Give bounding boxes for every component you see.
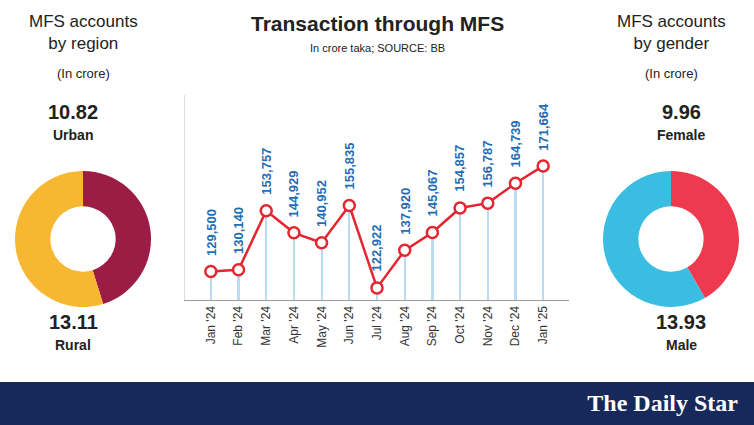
svg-text:Dec '24: Dec '24 xyxy=(508,306,522,347)
svg-text:Urban: Urban xyxy=(53,127,93,143)
svg-text:171,664: 171,664 xyxy=(536,103,551,151)
svg-text:Oct '24: Oct '24 xyxy=(453,306,467,344)
svg-text:Jun '24: Jun '24 xyxy=(342,306,356,345)
svg-text:Male: Male xyxy=(666,337,697,353)
svg-text:Apr '24: Apr '24 xyxy=(287,306,301,344)
svg-text:130,140: 130,140 xyxy=(231,207,246,254)
svg-text:Mar '24: Mar '24 xyxy=(259,306,273,346)
svg-text:In crore taka; SOURCE: BB: In crore taka; SOURCE: BB xyxy=(310,42,445,54)
svg-text:164,739: 164,739 xyxy=(508,120,523,167)
svg-text:122,922: 122,922 xyxy=(369,225,384,272)
svg-text:Jan '25: Jan '25 xyxy=(536,306,550,345)
svg-text:153,757: 153,757 xyxy=(259,148,274,195)
svg-text:Aug '24: Aug '24 xyxy=(398,306,412,347)
html-text:The Daily Star: The Daily Star xyxy=(587,390,738,416)
svg-text:154,857: 154,857 xyxy=(452,145,467,192)
svg-text:Transaction through MFS: Transaction through MFS xyxy=(251,12,504,35)
svg-text:(In crore): (In crore) xyxy=(645,66,698,81)
svg-text:Jul '24: Jul '24 xyxy=(370,306,384,341)
svg-text:155,835: 155,835 xyxy=(342,143,357,190)
svg-text:(In crore): (In crore) xyxy=(57,66,110,81)
svg-text:MFS accountsby region: MFS accountsby region xyxy=(29,12,138,53)
svg-text:May '24: May '24 xyxy=(315,306,329,348)
svg-text:Sep '24: Sep '24 xyxy=(425,306,439,347)
svg-text:Female: Female xyxy=(657,127,705,143)
svg-text:129,500: 129,500 xyxy=(204,209,219,256)
svg-text:Rural: Rural xyxy=(55,337,91,353)
svg-text:156,787: 156,787 xyxy=(480,141,495,188)
svg-text:9.96: 9.96 xyxy=(662,101,701,123)
svg-text:137,920: 137,920 xyxy=(398,188,413,235)
svg-text:13.11: 13.11 xyxy=(49,311,98,333)
svg-text:144,929: 144,929 xyxy=(286,170,301,217)
svg-text:MFS accountsby gender: MFS accountsby gender xyxy=(617,12,726,53)
svg-text:Feb '24: Feb '24 xyxy=(231,306,245,346)
svg-text:145,067: 145,067 xyxy=(425,170,440,217)
svg-text:Nov '24: Nov '24 xyxy=(481,306,495,347)
svg-text:10.82: 10.82 xyxy=(48,101,98,123)
svg-text:140,952: 140,952 xyxy=(314,180,329,227)
svg-text:Jan '24: Jan '24 xyxy=(204,306,218,345)
svg-text:13.93: 13.93 xyxy=(656,311,706,333)
